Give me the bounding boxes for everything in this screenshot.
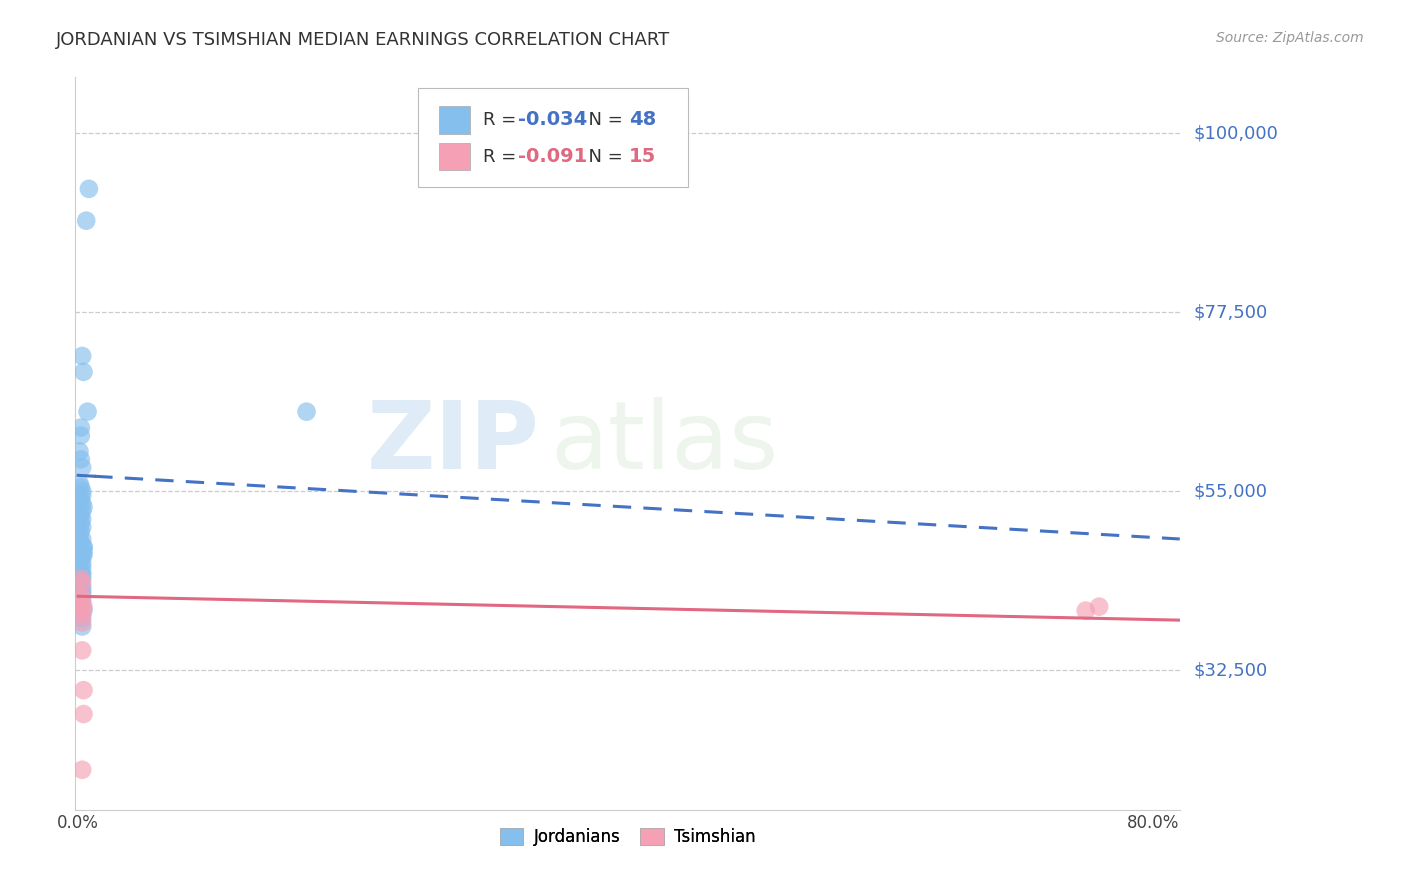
Point [76, 405, 98, 419]
Point [75, 213, 97, 227]
Point [70, 549, 93, 564]
FancyBboxPatch shape [439, 143, 470, 170]
Point [72, 599, 94, 614]
Point [72, 365, 94, 379]
Point [70, 611, 93, 625]
Point [70, 588, 93, 602]
Text: $77,500: $77,500 [1194, 303, 1268, 321]
Point [72, 548, 94, 562]
Point [69, 528, 91, 542]
Text: R =: R = [482, 147, 522, 166]
Text: $32,500: $32,500 [1194, 661, 1268, 680]
Point [69, 420, 91, 434]
Text: $100,000: $100,000 [1194, 124, 1278, 142]
Point [70, 559, 93, 574]
Text: R =: R = [482, 111, 522, 129]
Point [70, 504, 93, 518]
Point [69, 552, 91, 566]
Point [69, 596, 91, 610]
Point [72, 540, 94, 554]
Point [1074, 604, 1097, 618]
Point [69, 524, 91, 538]
Point [72, 500, 94, 515]
Point [69, 536, 91, 550]
Point [70, 591, 93, 606]
Point [70, 575, 93, 590]
Point [70, 572, 93, 586]
Text: Source: ZipAtlas.com: Source: ZipAtlas.com [1216, 31, 1364, 45]
Point [69, 480, 91, 494]
Point [70, 619, 93, 633]
Point [70, 604, 93, 618]
Point [70, 763, 93, 777]
Point [70, 532, 93, 546]
Point [70, 349, 93, 363]
Text: $55,000: $55,000 [1194, 483, 1268, 500]
Text: ZIP: ZIP [367, 398, 540, 490]
Point [70, 567, 93, 582]
Point [69, 588, 91, 602]
Text: atlas: atlas [550, 398, 779, 490]
Legend: Jordanians, Tsimshian: Jordanians, Tsimshian [494, 821, 762, 853]
Text: -0.034: -0.034 [519, 111, 588, 129]
Point [70, 566, 93, 580]
Text: N =: N = [576, 111, 628, 129]
Point [72, 540, 94, 554]
Point [69, 444, 91, 458]
Point [69, 476, 91, 491]
Point [69, 508, 91, 522]
Point [70, 546, 93, 560]
Point [70, 512, 93, 526]
Point [69, 428, 91, 442]
Point [69, 572, 91, 586]
Point [72, 707, 94, 722]
Point [72, 683, 94, 698]
Text: 48: 48 [628, 111, 657, 129]
Point [69, 575, 91, 590]
Text: -0.091: -0.091 [519, 147, 588, 166]
Point [70, 556, 93, 570]
Point [69, 564, 91, 578]
Point [70, 496, 93, 510]
Point [70, 488, 93, 502]
Point [77, 182, 100, 196]
Point [70, 607, 93, 622]
Point [69, 516, 91, 530]
Point [295, 405, 318, 419]
Text: 15: 15 [628, 147, 657, 166]
Point [70, 615, 93, 630]
Point [70, 484, 93, 499]
Point [70, 460, 93, 475]
Point [72, 544, 94, 558]
Point [72, 604, 94, 618]
Point [70, 520, 93, 534]
Text: N =: N = [576, 147, 628, 166]
Point [70, 596, 93, 610]
Point [69, 452, 91, 467]
FancyBboxPatch shape [418, 88, 689, 187]
Point [70, 583, 93, 598]
Point [70, 643, 93, 657]
Point [1088, 599, 1111, 614]
Point [70, 580, 93, 594]
Point [69, 492, 91, 507]
Text: JORDANIAN VS TSIMSHIAN MEDIAN EARNINGS CORRELATION CHART: JORDANIAN VS TSIMSHIAN MEDIAN EARNINGS C… [56, 31, 671, 49]
FancyBboxPatch shape [439, 106, 470, 134]
